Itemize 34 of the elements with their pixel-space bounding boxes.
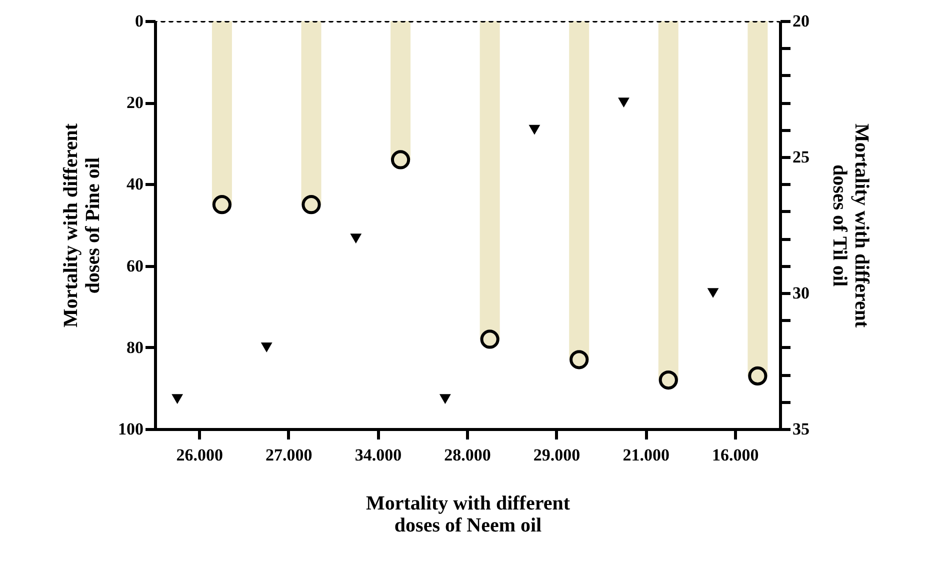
x-tick-label: 29.000 (533, 446, 580, 464)
point (528, 124, 540, 135)
y2-tick-label: 20 (792, 12, 810, 30)
point (748, 366, 768, 386)
point (172, 394, 184, 404)
point (390, 150, 410, 170)
x-tick-label: 26.000 (176, 446, 224, 464)
y-axis-title: Mortality with different doses of Pine oil (60, 123, 104, 328)
x-tick-label: 16.000 (712, 446, 759, 464)
y-tick-label: 20 (126, 93, 144, 112)
x-axis-title: Mortality with different doses of Neem oil (366, 492, 570, 536)
point (302, 195, 321, 214)
point (260, 342, 272, 352)
x-tick-label: 28.000 (444, 446, 491, 464)
y2-tick-label: 35 (792, 420, 810, 438)
y-tick-label: 60 (126, 256, 144, 276)
point (439, 394, 451, 404)
y2-tick-label: 30 (792, 284, 810, 302)
x-tick-label: 27.000 (266, 446, 312, 464)
point (570, 350, 589, 370)
point (707, 288, 719, 298)
point (480, 330, 500, 349)
x-tick-label: 21.000 (622, 446, 670, 464)
y-tick-label: 40 (126, 174, 144, 194)
y-tick-label: 100 (118, 420, 144, 438)
y-tick-label: 80 (126, 338, 144, 357)
y2-tick-label: 25 (792, 148, 810, 166)
point (658, 370, 678, 390)
point (212, 195, 232, 214)
point (618, 98, 630, 108)
y-tick-label: 0 (135, 12, 144, 30)
y2-axis-title: Mortality with different doses of Til oil (828, 123, 872, 328)
x-tick-label: 34.000 (354, 446, 402, 464)
point (350, 234, 362, 244)
